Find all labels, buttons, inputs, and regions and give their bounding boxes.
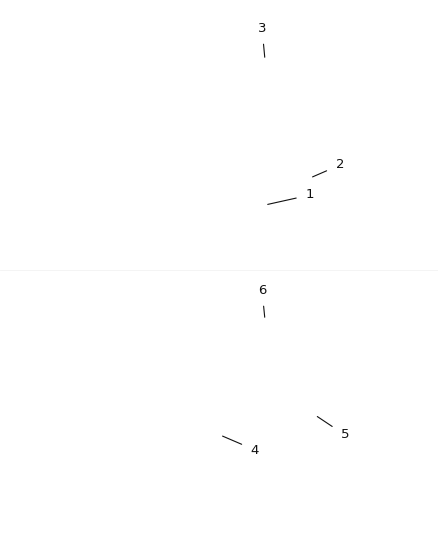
Text: 4: 4 — [223, 436, 259, 456]
Text: 2: 2 — [313, 158, 344, 177]
Text: 6: 6 — [258, 284, 266, 317]
Text: 5: 5 — [317, 417, 349, 441]
Text: 3: 3 — [258, 21, 266, 57]
Text: 1: 1 — [268, 189, 314, 204]
